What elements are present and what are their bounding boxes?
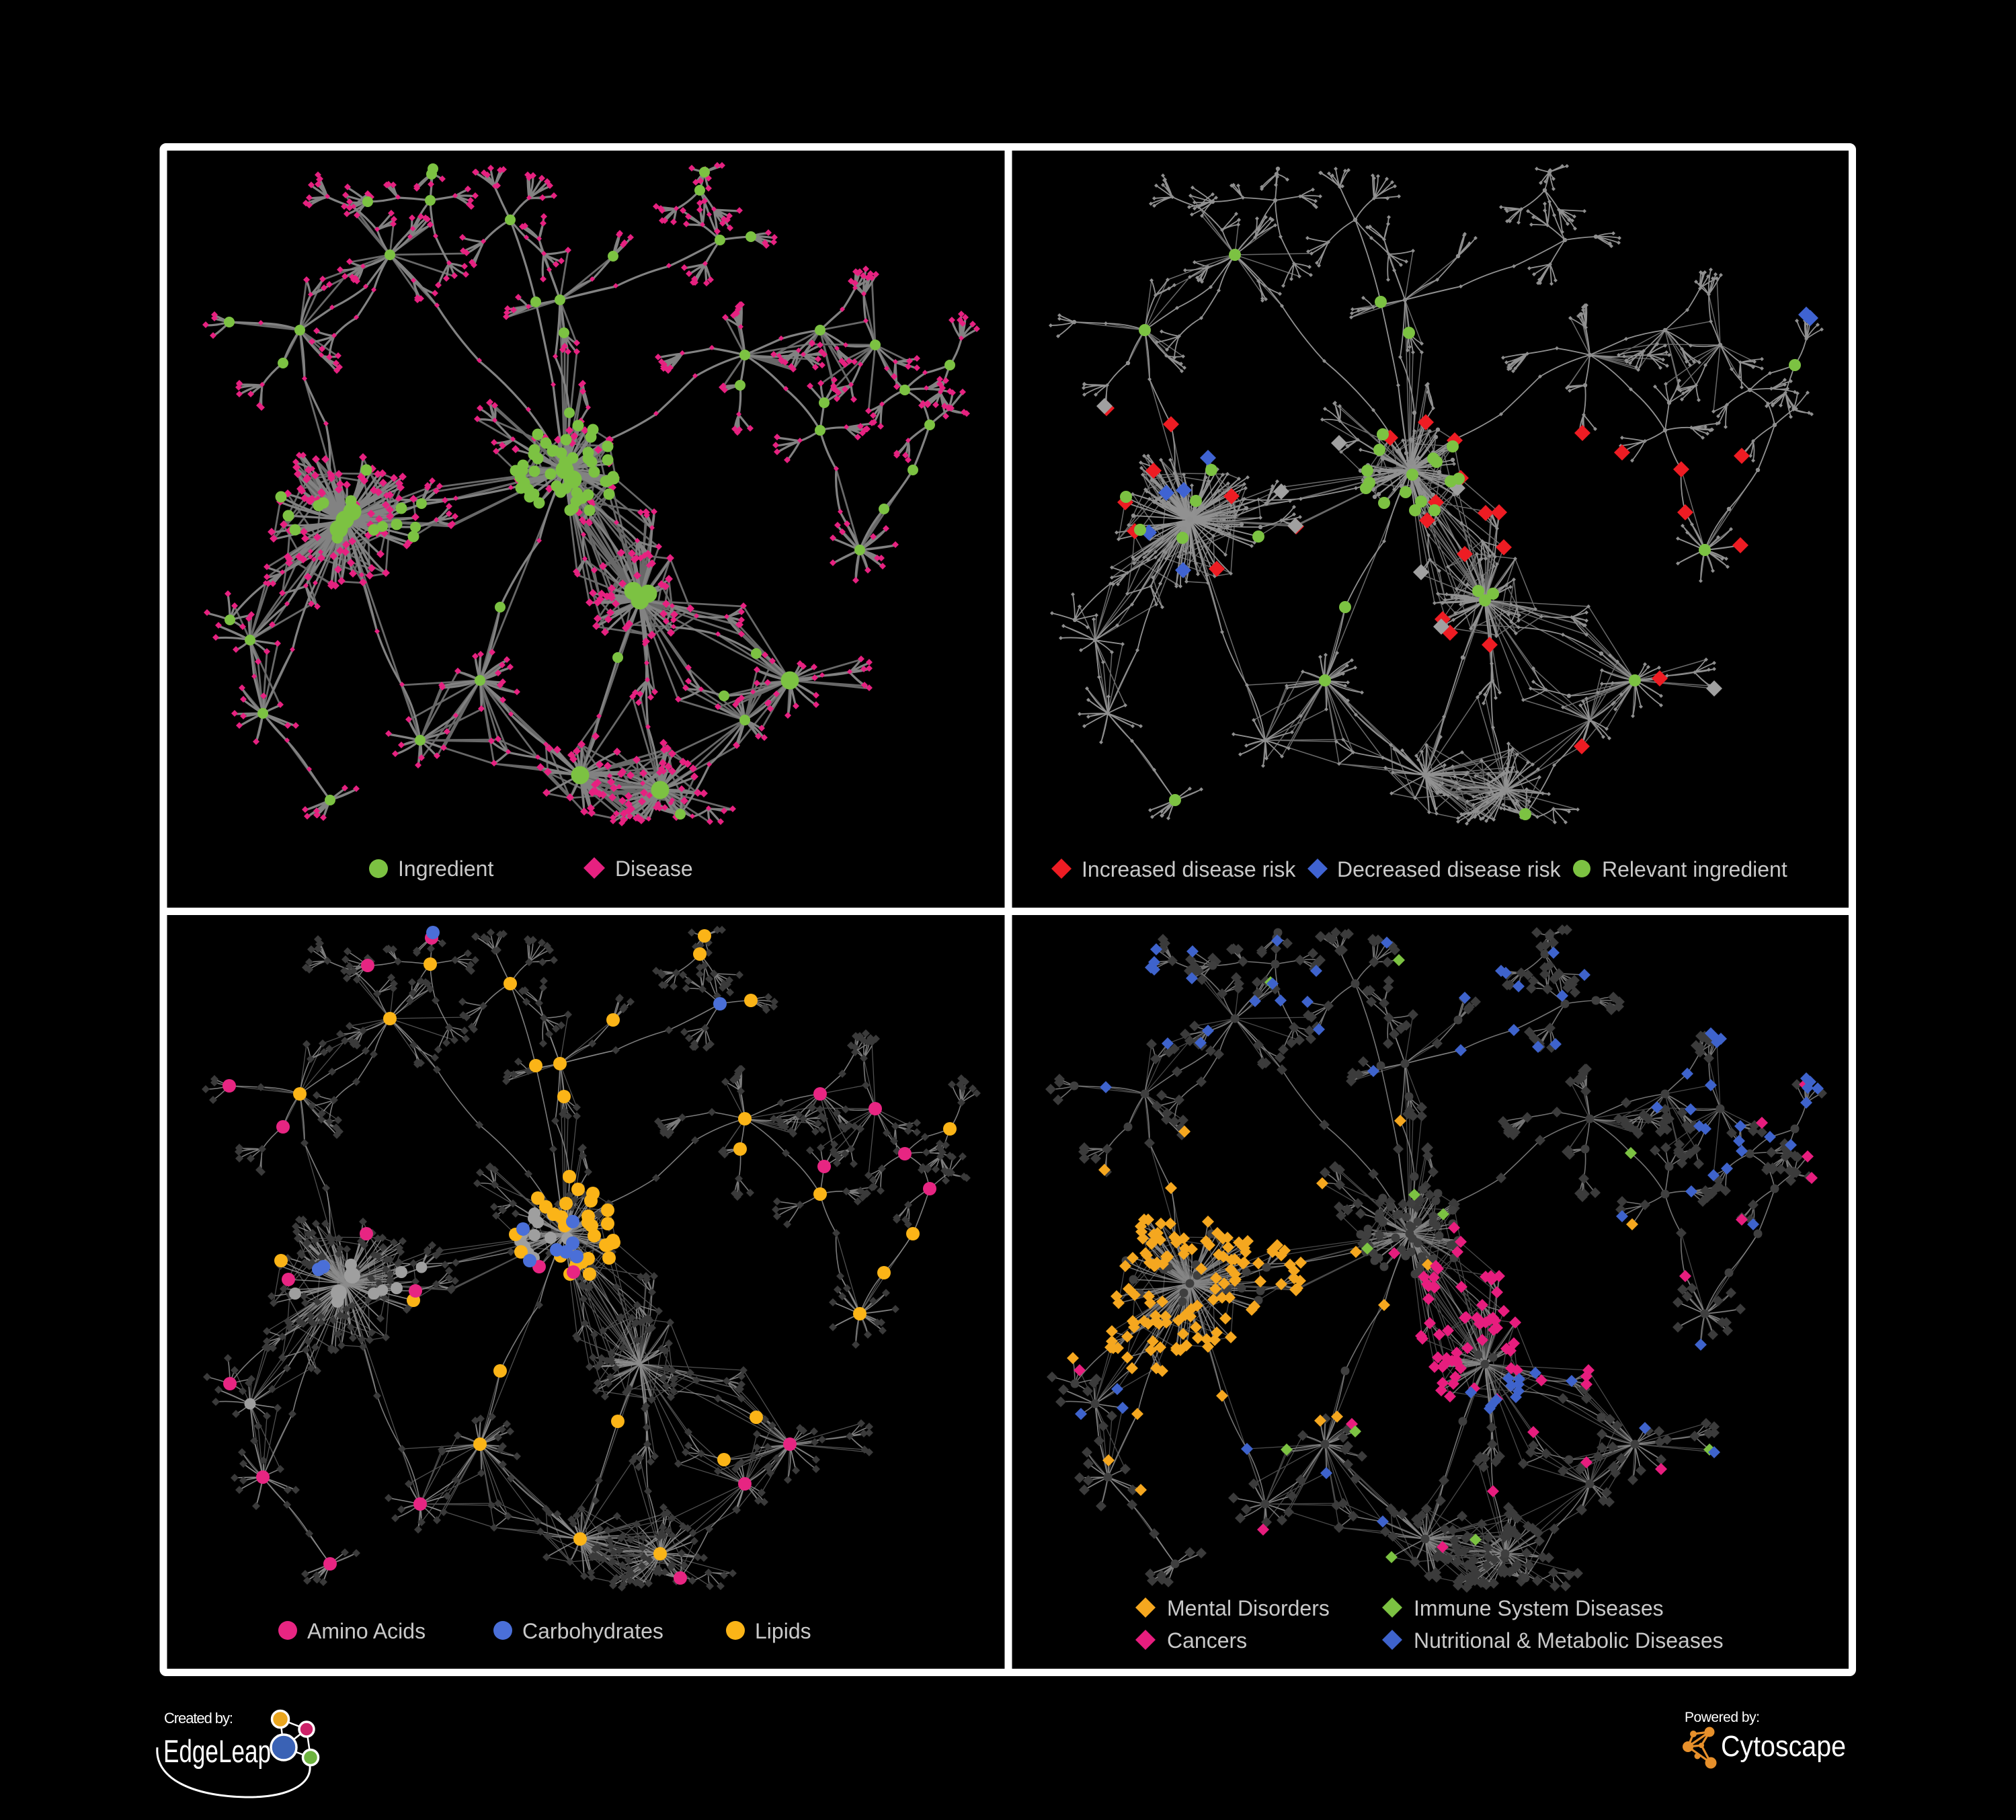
- svg-text:Carbohydrates: Carbohydrates: [522, 1619, 663, 1643]
- svg-text:Immune System Diseases: Immune System Diseases: [1414, 1596, 1664, 1620]
- svg-text:Decreased disease risk: Decreased disease risk: [1337, 857, 1562, 881]
- svg-text:Relevant ingredient: Relevant ingredient: [1602, 857, 1787, 881]
- svg-text:Cancers: Cancers: [1167, 1628, 1247, 1653]
- svg-text:EdgeLeap: EdgeLeap: [163, 1733, 271, 1769]
- svg-text:Nutritional & Metabolic Diseas: Nutritional & Metabolic Diseases: [1414, 1628, 1724, 1653]
- svg-text:Amino Acids: Amino Acids: [307, 1619, 426, 1643]
- svg-text:Increased disease risk: Increased disease risk: [1082, 857, 1296, 881]
- svg-text:Cytoscape: Cytoscape: [1721, 1730, 1846, 1763]
- svg-text:Powered by:: Powered by:: [1685, 1710, 1760, 1725]
- svg-text:Disease: Disease: [615, 857, 693, 881]
- svg-text:Lipids: Lipids: [755, 1619, 811, 1643]
- svg-text:Mental Disorders: Mental Disorders: [1167, 1596, 1330, 1620]
- svg-text:Ingredient: Ingredient: [398, 857, 493, 881]
- svg-text:Created by:: Created by:: [164, 1710, 233, 1727]
